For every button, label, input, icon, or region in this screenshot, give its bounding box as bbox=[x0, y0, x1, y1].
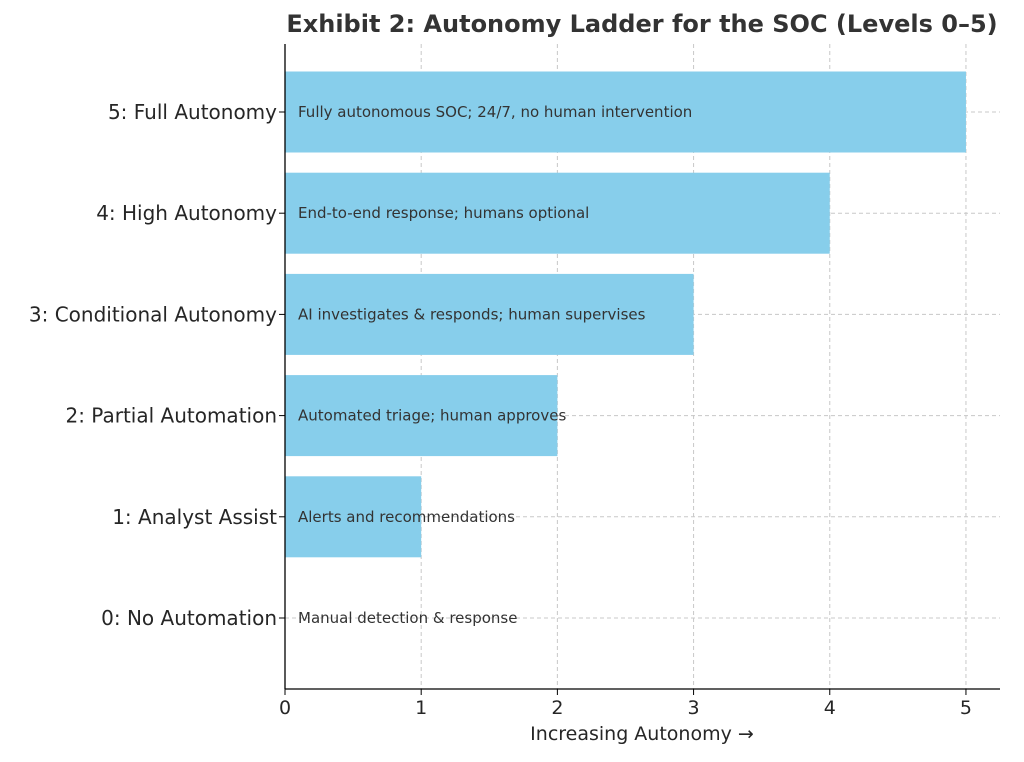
bar bbox=[285, 71, 966, 153]
bar-annotation: End-to-end response; humans optional bbox=[298, 204, 589, 222]
y-tick-label: 3: Conditional Autonomy bbox=[29, 302, 277, 326]
x-axis-label: Increasing Autonomy → bbox=[530, 723, 754, 745]
y-tick-label: 1: Analyst Assist bbox=[112, 505, 277, 529]
annotation-layer: Manual detection & response Alerts and re… bbox=[298, 103, 692, 627]
bar-layer bbox=[285, 71, 966, 558]
bar-annotation: AI investigates & responds; human superv… bbox=[298, 305, 646, 323]
x-tick-label: 3 bbox=[688, 697, 700, 719]
x-tick-label: 0 bbox=[279, 697, 291, 719]
bar bbox=[285, 273, 694, 355]
bar bbox=[285, 375, 558, 457]
x-tick-label: 1 bbox=[415, 697, 427, 719]
chart-title: Exhibit 2: Autonomy Ladder for the SOC (… bbox=[286, 10, 997, 38]
x-tick-label: 5 bbox=[960, 697, 972, 719]
bar-annotation: Alerts and recommendations bbox=[298, 508, 515, 526]
x-tick-label: 4 bbox=[824, 697, 836, 719]
x-tick-label: 2 bbox=[551, 697, 563, 719]
y-tick-label: 0: No Automation bbox=[101, 606, 277, 630]
bar-annotation: Automated triage; human approves bbox=[298, 407, 566, 425]
axis-layer: 0 1 2 3 4 5 0: No Automation 1: Analyst Assist 2… bbox=[29, 44, 1000, 719]
y-tick-label: 4: High Autonomy bbox=[96, 201, 277, 225]
bar bbox=[285, 172, 830, 254]
bar-annotation: Fully autonomous SOC; 24/7, no human int… bbox=[298, 103, 692, 121]
bar-annotation: Manual detection & response bbox=[298, 609, 517, 627]
y-tick-label: 5: Full Autonomy bbox=[108, 100, 277, 124]
bar bbox=[285, 476, 422, 558]
y-tick-label: 2: Partial Automation bbox=[65, 404, 277, 428]
